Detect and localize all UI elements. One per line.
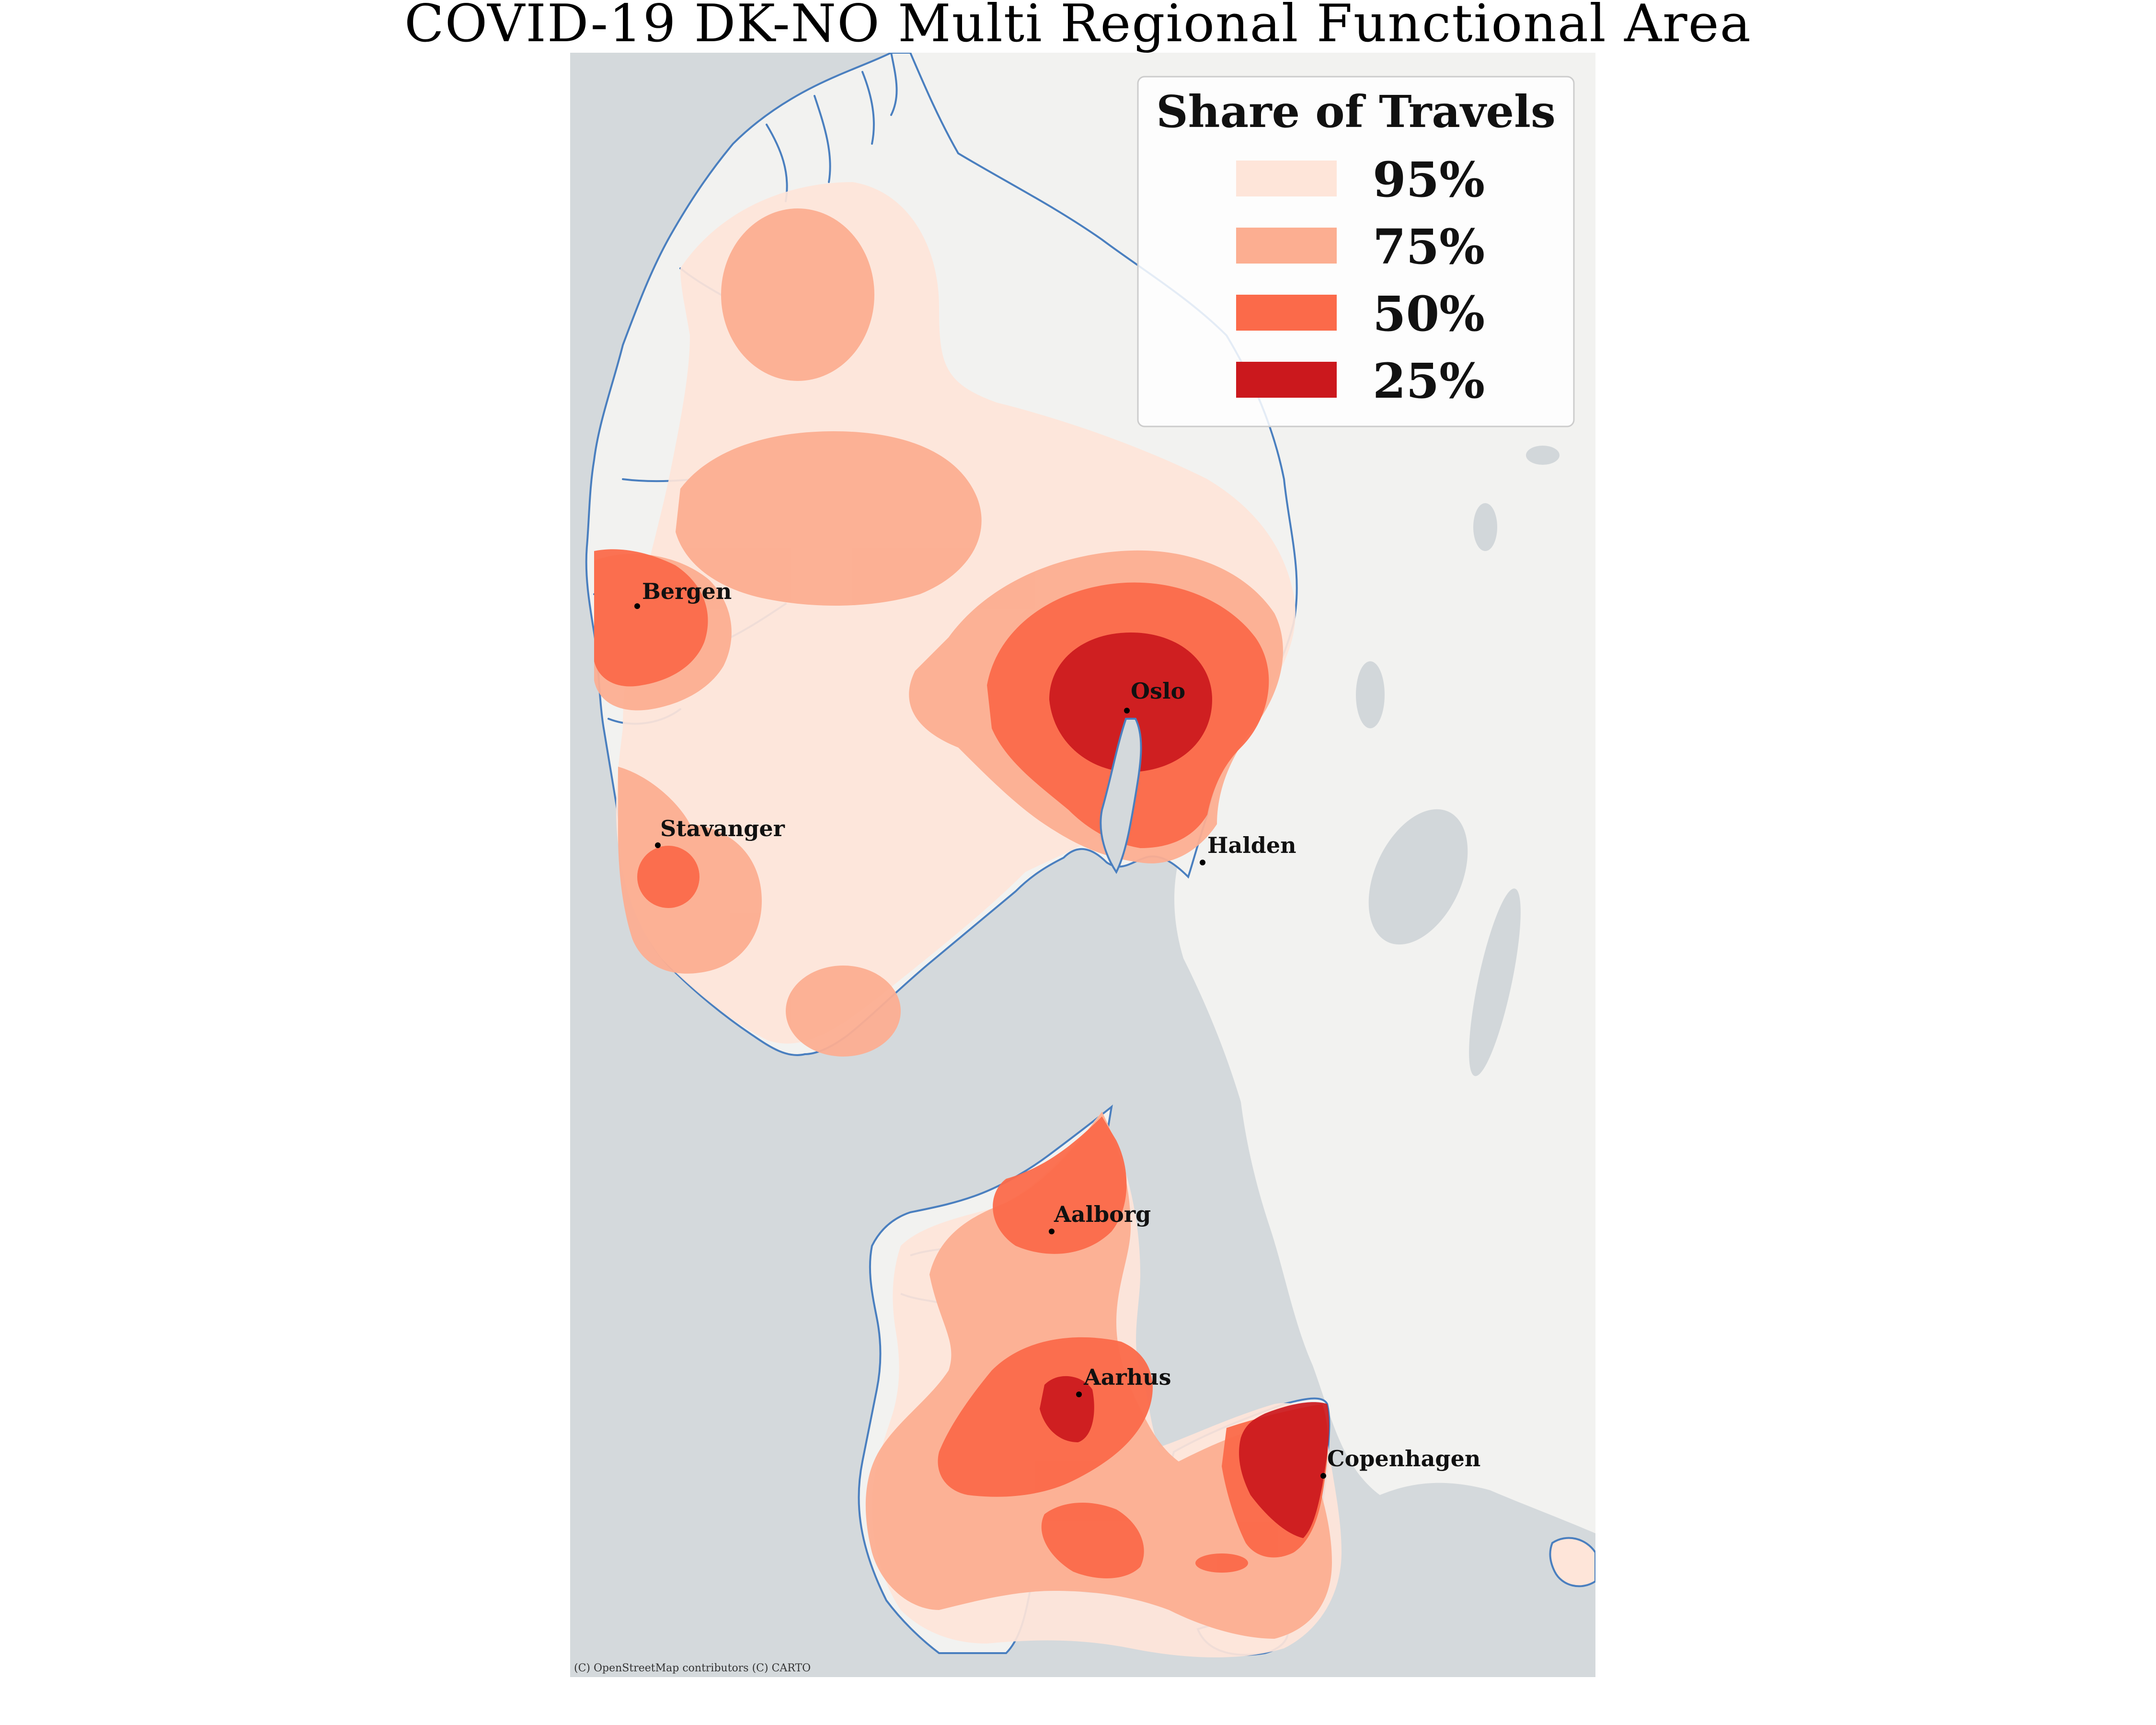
legend-title: Share of Travels [1156,86,1556,138]
bornholm-landmass [1549,1537,1595,1587]
lake-vattern [1469,888,1521,1076]
lake-small-2 [1473,503,1497,551]
city-label-copenhagen: Copenhagen [1327,1446,1480,1472]
legend-swatch-50 [1236,295,1337,331]
legend: Share of Travels 95% 75% 50% 25% [1137,76,1575,427]
legend-swatch-25 [1236,362,1337,398]
city-label-halden: Halden [1207,832,1296,858]
lake-small-3 [1526,446,1560,465]
city-markers: Bergen Oslo Stavanger Halden Aalborg [634,578,1480,1479]
legend-swatch-75 [1236,228,1337,264]
oslofjord [1100,718,1142,874]
city-label-aalborg: Aalborg [1054,1201,1151,1227]
city-label-stavanger: Stavanger [660,816,785,841]
city-label-oslo: Oslo [1131,678,1185,704]
city-marker-aarhus: Aarhus [1076,1364,1171,1397]
contours-25 [1040,632,1330,1538]
city-marker-aalborg: Aalborg [1049,1201,1151,1234]
city-marker-stavanger: Stavanger [655,816,785,848]
city-marker-copenhagen: Copenhagen [1320,1446,1480,1479]
city-marker-bergen: Bergen [634,578,732,609]
city-label-aarhus: Aarhus [1083,1364,1171,1390]
legend-label-25: 25% [1373,353,1485,409]
map-attribution: (C) OpenStreetMap contributors (C) CARTO [574,1662,811,1674]
city-label-bergen: Bergen [642,578,732,604]
legend-swatch-95 [1236,161,1337,196]
legend-label-95: 95% [1373,151,1485,208]
lake-vanern [1368,809,1468,945]
city-marker-halden: Halden [1200,832,1296,865]
city-marker-oslo: Oslo [1124,678,1185,713]
legend-label-75: 75% [1373,218,1485,275]
legend-label-50: 50% [1373,286,1485,342]
map-title: COVID-19 DK-NO Multi Regional Functional… [404,0,1752,54]
lake-small-1 [1356,661,1385,728]
